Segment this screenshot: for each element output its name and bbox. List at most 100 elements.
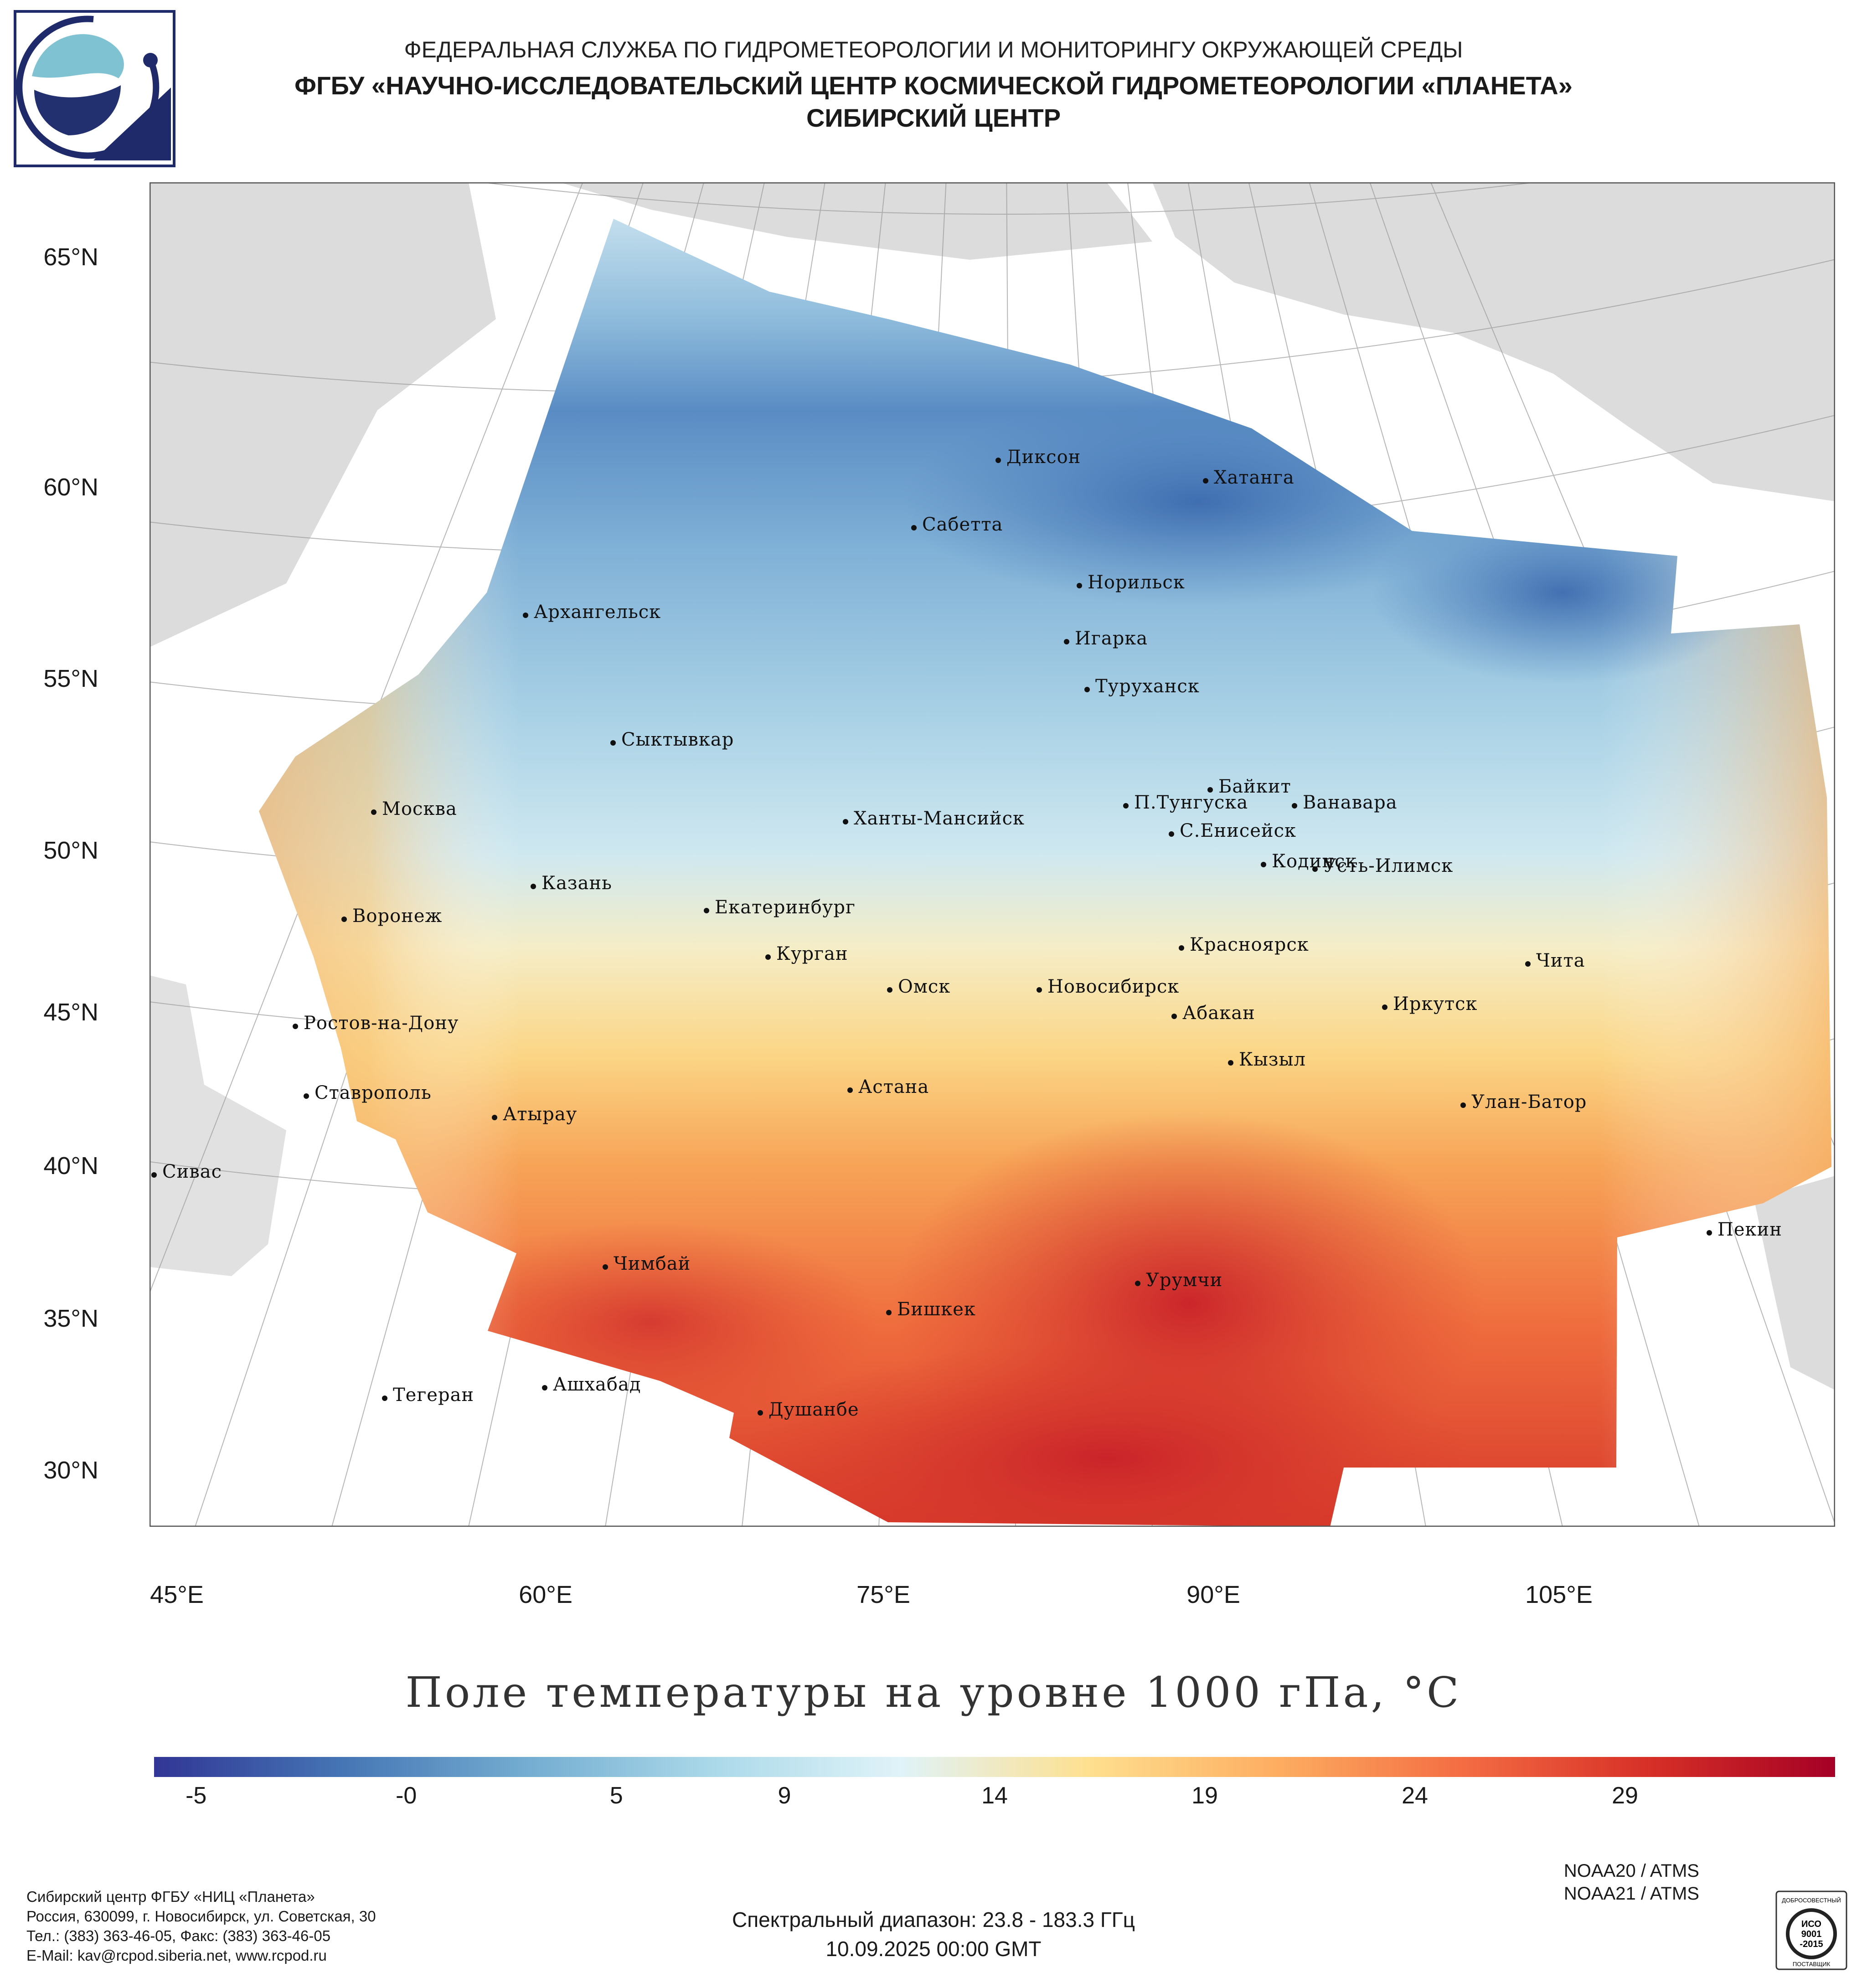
spectral-range: Спектральный диапазон: 23.8 - 183.3 ГГц (732, 1908, 1135, 1931)
city-dot (1203, 478, 1208, 484)
city-dot (542, 1385, 547, 1391)
city-label: Ставрополь (315, 1082, 432, 1103)
iso-bottom-text: ПОСТАВЩИК (1793, 1961, 1831, 1967)
city-dot (492, 1115, 497, 1120)
colorbar (154, 1757, 1835, 1777)
city-dot (843, 819, 848, 824)
city-dot (758, 1410, 763, 1416)
lat-label: 40°N (43, 1152, 98, 1179)
city-label: Новосибирск (1047, 976, 1180, 997)
colorbar-tick-label: 5 (609, 1782, 623, 1809)
lat-label: 35°N (43, 1305, 98, 1332)
city-label: Ашхабад (553, 1374, 641, 1395)
city-dot (523, 613, 528, 618)
city-label: Бишкек (897, 1299, 976, 1320)
city-label: Чита (1536, 950, 1585, 971)
city-label: Тегеран (393, 1385, 474, 1406)
city-dot (1382, 1004, 1387, 1010)
city-dot (847, 1087, 853, 1093)
lon-label: 90°E (1186, 1581, 1240, 1608)
city-label: Иркутск (1393, 994, 1478, 1015)
city-dot (531, 884, 536, 889)
city-label: П.Тунгуска (1134, 792, 1248, 813)
city-label: Пекин (1717, 1219, 1782, 1240)
iso-certification-badge: ДОБРОСОВЕСТНЫЙ ИСО 9001 -2015 ПОСТАВЩИК (1775, 1890, 1847, 1970)
satellite-instruments: NOAA20 / ATMS NOAA21 / ATMS (1564, 1859, 1699, 1905)
footer-phone: Тел.: (383) 363-46-05, Факс: (383) 363-4… (26, 1927, 331, 1944)
city-dot (887, 987, 892, 993)
city-dot (1525, 961, 1531, 967)
satellite-1: NOAA20 / ATMS (1563, 1861, 1699, 1881)
city-label: Байкит (1218, 776, 1291, 797)
city-dot (1037, 987, 1042, 993)
city-dot (1123, 803, 1129, 809)
colorbar-tick-label: -5 (186, 1782, 207, 1809)
city-dot (1077, 583, 1082, 588)
iso-label: ИСО (1801, 1919, 1821, 1929)
footer-address: Россия, 630099, г. Новосибирск, ул. Сове… (26, 1908, 376, 1925)
map-title: Поле температуры на уровне 1000 гПа, °C (405, 1668, 1462, 1717)
lon-label: 45°E (150, 1581, 204, 1608)
city-label: Астана (858, 1076, 929, 1097)
city-label: Курган (776, 943, 848, 964)
city-dot (1084, 687, 1090, 692)
city-label: Урумчи (1146, 1270, 1223, 1291)
lon-label: 75°E (856, 1581, 910, 1608)
city-label: Норильск (1088, 572, 1185, 593)
city-label: Абакан (1182, 1003, 1255, 1024)
lat-label: 55°N (43, 665, 98, 692)
city-dot (1171, 1014, 1177, 1019)
city-dot (1228, 1060, 1233, 1066)
lat-label: 65°N (43, 243, 98, 271)
city-label: Омск (898, 976, 951, 997)
city-label: Сабетта (922, 514, 1003, 535)
city-dot (1064, 639, 1069, 644)
city-label: С.Енисейск (1180, 820, 1296, 841)
city-label: Улан-Батор (1471, 1092, 1587, 1112)
satellite-2: NOAA21 / ATMS (1563, 1884, 1699, 1904)
city-dot (382, 1396, 387, 1401)
city-label: Ванавара (1303, 792, 1398, 813)
city-label: Казань (542, 873, 612, 894)
footer-org: Сибирский центр ФГБУ «НИЦ «Планета» (26, 1888, 315, 1905)
city-dot (1169, 831, 1174, 837)
city-label: Ростов-на-Дону (304, 1013, 459, 1034)
spectral-info: Спектральный диапазон: 23.8 - 183.3 ГГц … (0, 1905, 1867, 1963)
city-dot (1312, 866, 1318, 872)
colorbar-tick-label: 29 (1612, 1782, 1638, 1809)
temperature-map (58, 136, 1867, 1527)
city-label: Атырау (503, 1104, 578, 1125)
iso-number: 9001 (1801, 1929, 1822, 1939)
lat-label: 60°N (43, 474, 98, 501)
colorbar-tick-label: 19 (1191, 1782, 1218, 1809)
city-label: Кызыл (1239, 1049, 1306, 1070)
city-label: Архангельск (534, 602, 661, 623)
city-label: Усть-Илимск (1323, 855, 1454, 876)
colorbar-tick-label: 24 (1402, 1782, 1428, 1809)
iso-top-text: ДОБРОСОВЕСТНЫЙ (1782, 1897, 1841, 1904)
city-dot (371, 809, 376, 815)
city-label: Ханты-Мансийск (854, 808, 1025, 829)
city-dot (1135, 1281, 1140, 1286)
lat-label: 50°N (43, 837, 98, 864)
city-label: Хатанга (1214, 467, 1295, 488)
city-dot (1207, 787, 1213, 793)
city-dot (304, 1093, 309, 1099)
city-dot (341, 917, 347, 922)
city-label: Диксон (1006, 447, 1081, 468)
observation-datetime: 10.09.2025 00:00 GMT (825, 1937, 1042, 1961)
city-label: Сивас (162, 1161, 222, 1182)
colorbar-tick-label: 9 (778, 1782, 791, 1809)
city-label: Екатеринбург (715, 897, 856, 918)
footer-contacts: Сибирский центр ФГБУ «НИЦ «Планета» Росс… (26, 1887, 376, 1965)
city-dot (603, 1264, 608, 1270)
city-dot (704, 908, 709, 913)
city-dot (1261, 862, 1266, 867)
city-label: Воронеж (352, 906, 443, 927)
city-dot (765, 954, 771, 960)
lon-label: 105°E (1525, 1581, 1593, 1608)
agency-title: ФЕДЕРАЛЬНАЯ СЛУЖБА ПО ГИДРОМЕТЕОРОЛОГИИ … (404, 37, 1463, 62)
lat-label: 30°N (43, 1457, 98, 1484)
city-dot (1460, 1102, 1466, 1108)
